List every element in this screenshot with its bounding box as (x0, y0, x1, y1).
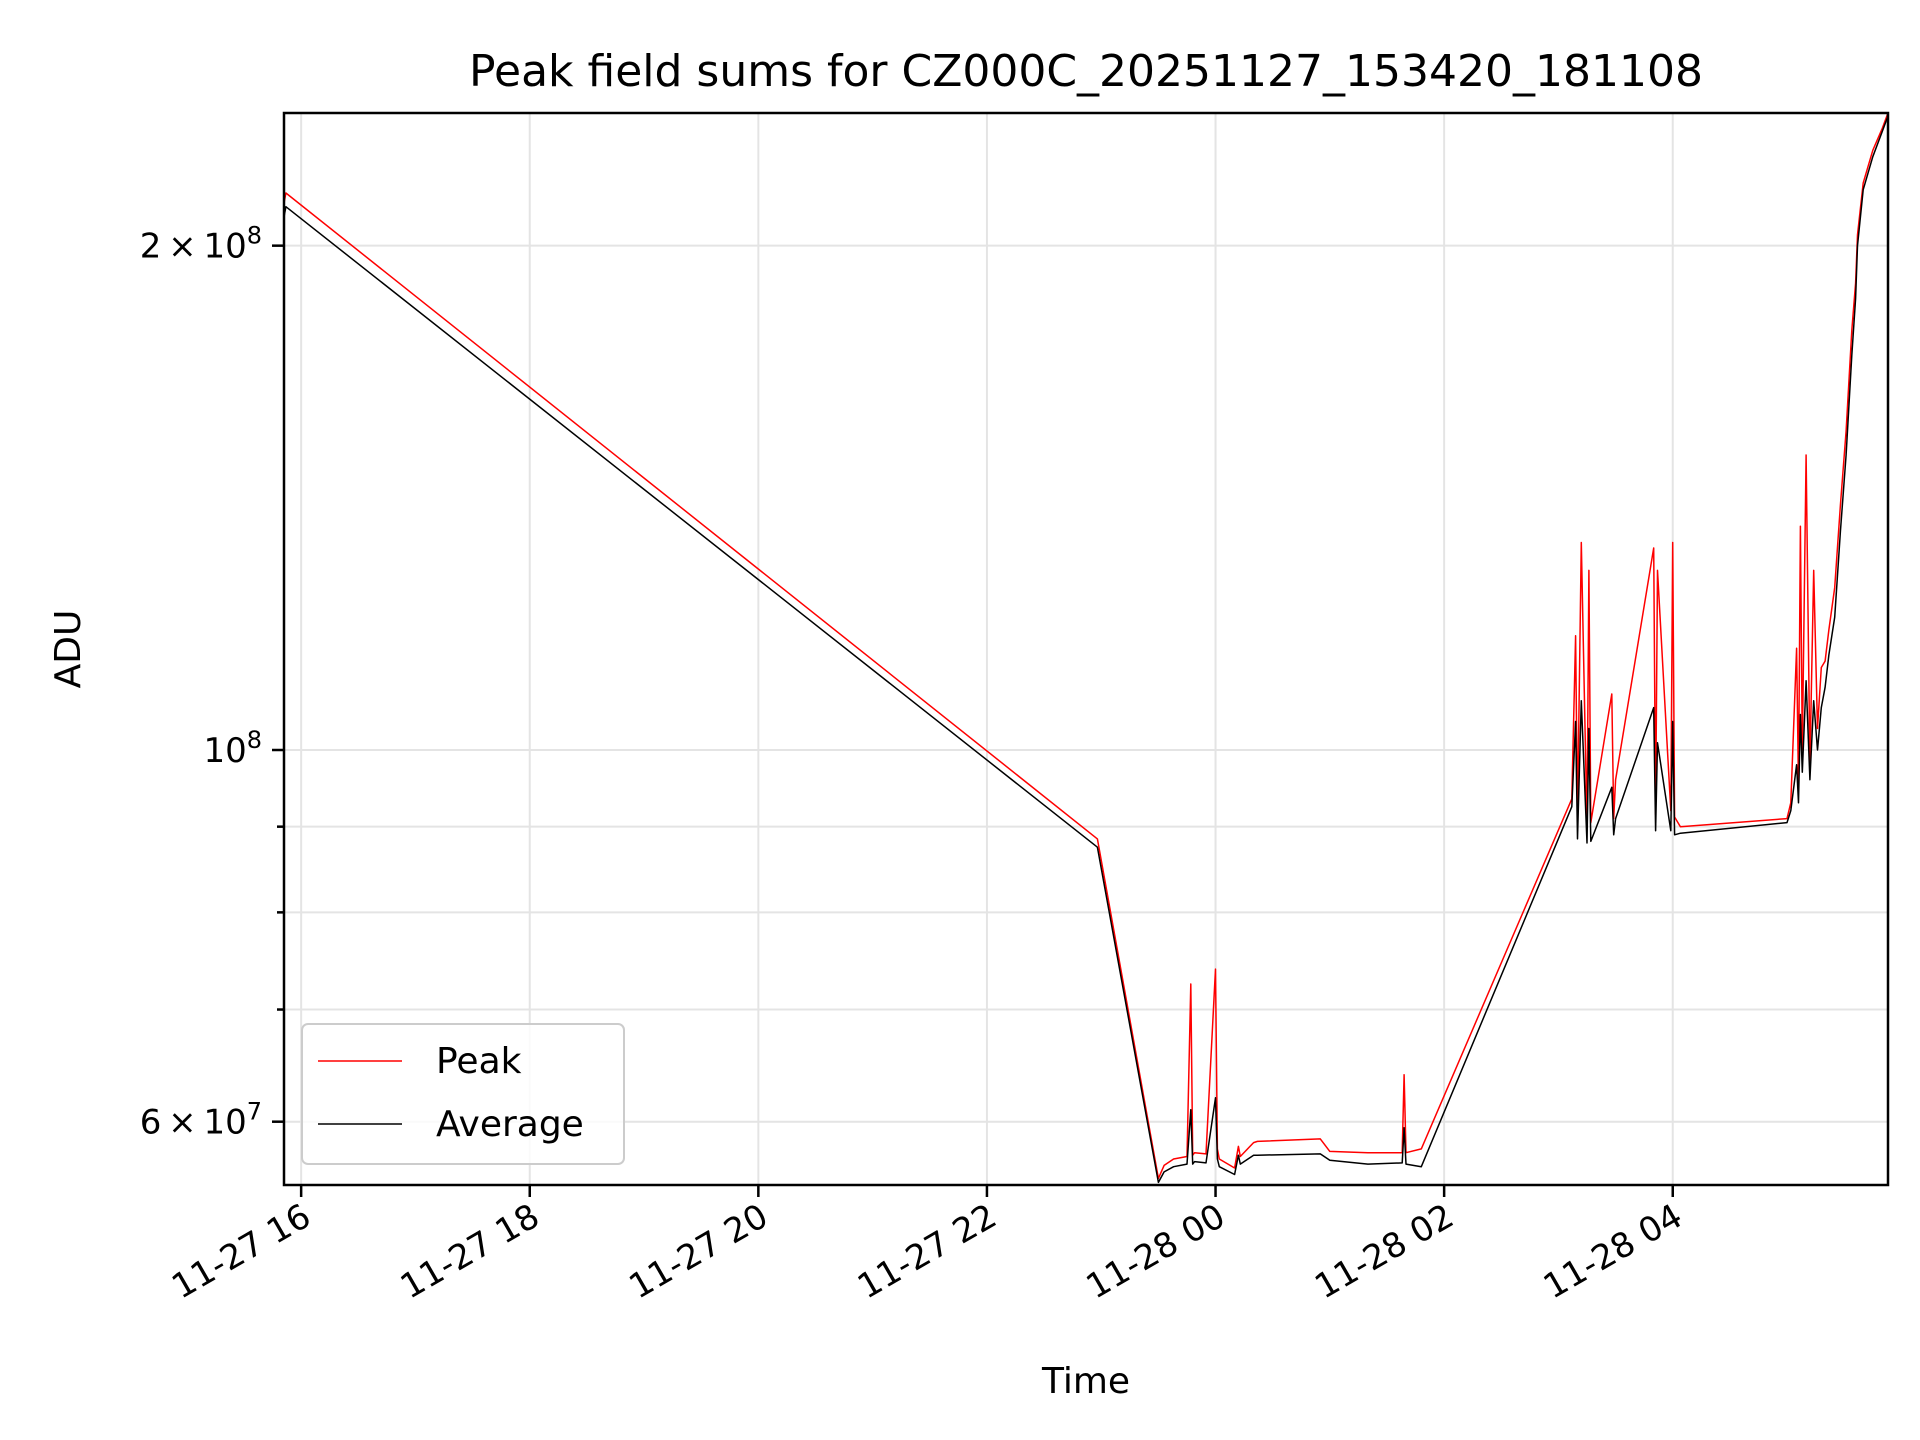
legend-label-average: Average (436, 1104, 584, 1145)
grid-lines (284, 113, 1888, 1185)
y-tick-exponent: 7 (247, 1098, 262, 1126)
series-line-average (284, 115, 1888, 1184)
legend: Peak Average (301, 1023, 625, 1165)
y-tick-label: 6 × 107 (140, 1098, 262, 1143)
y-tick-mantissa: 6 (140, 1103, 162, 1143)
y-axis-label: ADU (48, 610, 89, 689)
chart-title: Peak field sums for CZ000C_20251127_1534… (469, 46, 1703, 97)
x-axis-label: Time (1041, 1361, 1130, 1402)
y-tick-exponent: 8 (247, 726, 262, 754)
y-tick-times: × 10 (161, 1103, 246, 1143)
y-tick-base: 10 (203, 731, 246, 771)
y-tick-label: 108 (203, 726, 262, 771)
plot-frame (282, 111, 1890, 1187)
series-line-peak (284, 113, 1888, 1180)
y-tick-exponent: 8 (247, 222, 262, 250)
y-tick-label: 2 × 108 (140, 222, 262, 267)
legend-label-peak: Peak (436, 1041, 522, 1082)
legend-box (301, 1023, 625, 1165)
plot-series (284, 113, 1888, 1184)
y-tick-mantissa: 2 (140, 227, 162, 267)
y-tick-times: × 10 (161, 227, 246, 267)
